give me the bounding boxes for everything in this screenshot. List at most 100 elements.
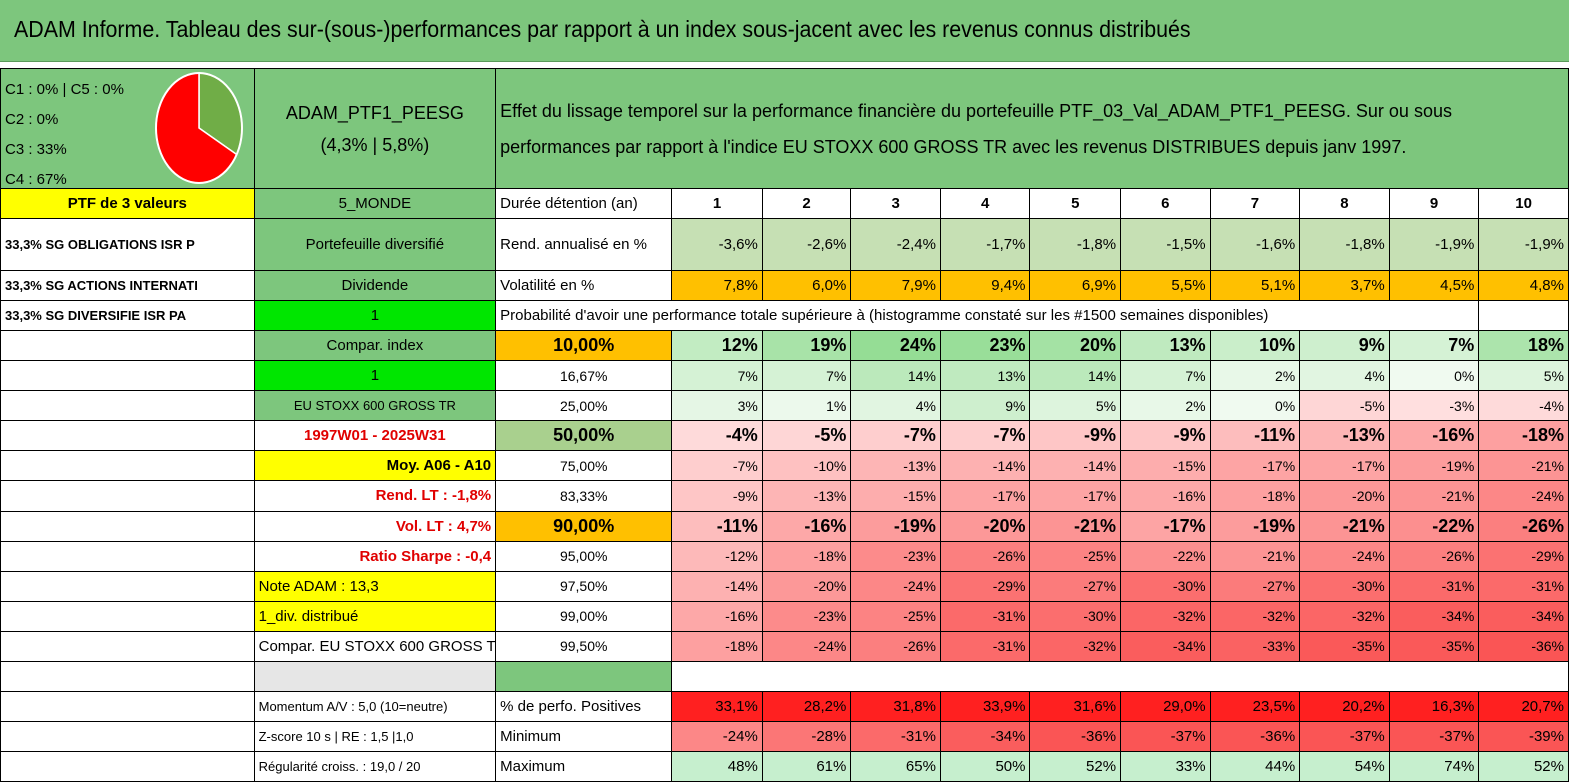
- quantile-value: -17%: [1299, 450, 1390, 482]
- quantile-value: 20%: [1029, 330, 1122, 362]
- pie-panel: C1 : 0% | C5 : 0% C2 : 0% C3 : 33% C4 : 67%: [0, 67, 255, 190]
- portfolio-name-panel: ADAM_PTF1_PEESG (4,3% | 5,8%): [253, 67, 497, 190]
- table-row: C1 : 0% | C5 : 0% C2 : 0% C3 : 33% C4 : 67%…: [0, 67, 1569, 190]
- div-distribue: 1_div. distribué: [253, 600, 497, 632]
- quantile-value: -27%: [1209, 570, 1301, 602]
- regularite: Régularité croiss. : 19,0 / 20: [253, 750, 497, 782]
- quantile-value: -18%: [1209, 480, 1301, 512]
- pie-legend-item: C2 : 0%: [5, 111, 59, 128]
- quantile-value: -9%: [1120, 420, 1211, 452]
- min-value: -37%: [1120, 720, 1211, 752]
- max-value: 50%: [939, 750, 1031, 782]
- sidebar-empty: [0, 720, 255, 752]
- description-panel: Effet du lissage temporel sur la perform…: [495, 67, 1569, 190]
- sidebar-empty: [0, 480, 255, 512]
- table-row: Régularité croiss. : 19,0 / 20 Maximum 48%…: [0, 750, 1569, 782]
- quantile-value: -33%: [1209, 630, 1301, 662]
- quantile-value: 7%: [671, 360, 763, 392]
- quantile-label: 10,00%: [495, 330, 673, 362]
- sidebar-empty: [0, 420, 255, 452]
- min-value: -37%: [1299, 720, 1390, 752]
- quantile-value: -24%: [850, 570, 941, 602]
- rend-label: Rend. annualisé en %: [495, 218, 673, 272]
- quantile-value: -20%: [939, 510, 1031, 542]
- quantile-value: -26%: [939, 540, 1031, 572]
- table-row: 33,3% SG DIVERSIFIE ISR PA 1 Probabilité d…: [0, 300, 1569, 332]
- quantile-value: -14%: [671, 570, 763, 602]
- quantile-value: 13%: [939, 360, 1031, 392]
- quantile-value: -26%: [1478, 510, 1569, 542]
- quantile-value: -16%: [761, 510, 852, 542]
- year-header: 9: [1388, 188, 1480, 220]
- vol-value: 5,5%: [1120, 270, 1211, 302]
- quantile-value: -9%: [671, 480, 763, 512]
- max-value: 74%: [1388, 750, 1480, 782]
- quantile-value: 7%: [1120, 360, 1211, 392]
- sidebar-empty: [0, 510, 255, 542]
- quantile-value: -23%: [761, 600, 852, 632]
- spacer: [495, 660, 673, 692]
- quantile-value: -16%: [1120, 480, 1211, 512]
- table-row: Compar. EU STOXX 600 GROSS TR 99,50% -18% -…: [0, 630, 1569, 662]
- sidebar-empty: [0, 360, 255, 392]
- max-value: 48%: [671, 750, 763, 782]
- quantile-value: -31%: [939, 630, 1031, 662]
- compar-index-label: Compar. index: [253, 330, 497, 362]
- ptf-count: PTF de 3 valeurs: [0, 188, 255, 220]
- max-value: 44%: [1209, 750, 1301, 782]
- quantile-value: -18%: [761, 540, 852, 572]
- table-row: Vol. LT : 4,7% 90,00% -11% -16% -19% -20% -21%…: [0, 510, 1569, 542]
- quantile-value: 4%: [850, 390, 941, 422]
- quantile-value: -5%: [1299, 390, 1390, 422]
- sidebar-empty: [0, 570, 255, 602]
- period: 1997W01 - 2025W31: [253, 420, 497, 452]
- quantile-value: -19%: [1388, 450, 1480, 482]
- quantile-value: -16%: [671, 600, 763, 632]
- quantile-label: 25,00%: [495, 390, 673, 422]
- quantile-value: -30%: [1120, 570, 1211, 602]
- quantile-value: -25%: [850, 600, 941, 632]
- quantile-label: 90,00%: [495, 510, 673, 542]
- quantile-value: -34%: [1478, 600, 1569, 632]
- min-value: -37%: [1388, 720, 1480, 752]
- quantile-label: 99,00%: [495, 600, 673, 632]
- quantile-value: -32%: [1299, 600, 1390, 632]
- min-value: -39%: [1478, 720, 1569, 752]
- quantile-value: -26%: [850, 630, 941, 662]
- quantile-value: -26%: [1388, 540, 1480, 572]
- quantile-value: -9%: [1029, 420, 1122, 452]
- min-label: Minimum: [495, 720, 673, 752]
- quantile-value: -14%: [939, 450, 1031, 482]
- vol-lt: Vol. LT : 4,7%: [253, 510, 497, 542]
- quantile-label: 16,67%: [495, 360, 673, 392]
- pie-legend-item: C3 : 33%: [5, 141, 67, 158]
- vol-value: 7,8%: [671, 270, 763, 302]
- sidebar-empty: [0, 690, 255, 722]
- quantile-value: 13%: [1120, 330, 1211, 362]
- pie-legend-item: C1 : 0% | C5 : 0%: [5, 81, 124, 98]
- sidebar-empty: [0, 660, 255, 692]
- table-row: Rend. LT : -1,8% 83,33% -9% -13% -15% -17% -17…: [0, 480, 1569, 512]
- holding-1: 33,3% SG OBLIGATIONS ISR P: [0, 218, 255, 272]
- min-value: -28%: [761, 720, 852, 752]
- quantile-value: -24%: [1478, 480, 1569, 512]
- max-value: 52%: [1029, 750, 1122, 782]
- sidebar-empty: [0, 540, 255, 572]
- sidebar-empty: [0, 630, 255, 662]
- portfolio-type: Portefeuille diversifié: [253, 218, 497, 272]
- title-bar: ADAM Informe. Tableau des sur-(sous-)per…: [0, 0, 1569, 62]
- min-value: -31%: [850, 720, 941, 752]
- table-row: Momentum A/V : 5,0 (10=neutre)% de perfo…: [0, 690, 1569, 722]
- max-value: 65%: [850, 750, 941, 782]
- table-row: 1997W01 - 2025W31 50,00% -4% -5% -7% -7% -9% -9…: [0, 420, 1569, 452]
- quantile-value: -17%: [939, 480, 1031, 512]
- year-header: 3: [850, 188, 941, 220]
- max-value: 61%: [761, 750, 852, 782]
- quantile-value: -7%: [671, 450, 763, 482]
- quantile-value: -19%: [1209, 510, 1301, 542]
- quantile-value: 19%: [761, 330, 852, 362]
- quantile-value: -15%: [1120, 450, 1211, 482]
- quantile-label: 50,00%: [495, 420, 673, 452]
- positive-value: 31,8%: [850, 690, 941, 722]
- quantile-value: -35%: [1299, 630, 1390, 662]
